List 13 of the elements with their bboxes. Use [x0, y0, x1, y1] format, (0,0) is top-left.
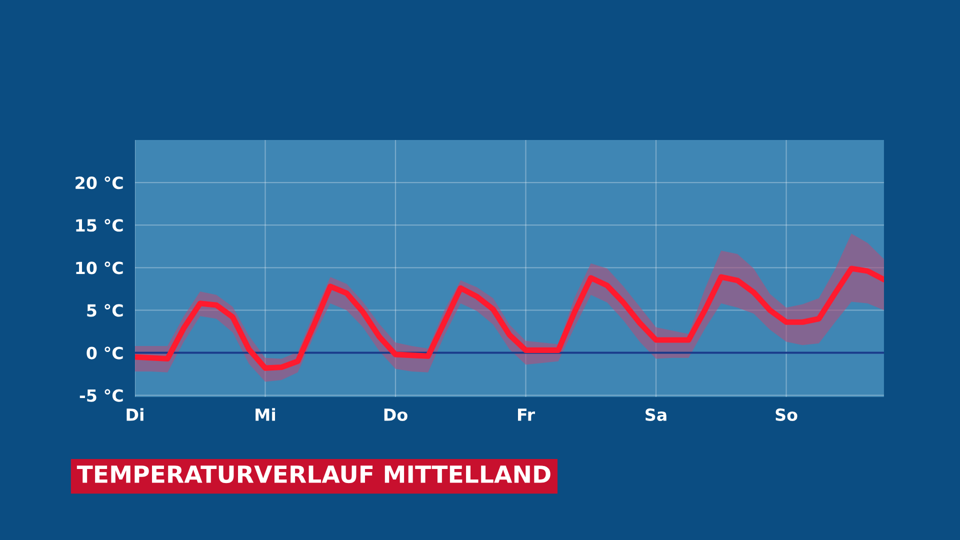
- x-tick-label: Mi: [256, 408, 275, 421]
- y-tick-label: 0 °C: [86, 346, 123, 360]
- x-tick-label: Sa: [646, 408, 666, 422]
- x-tick-label: Do: [384, 408, 408, 422]
- y-tick-label: 5 °C: [87, 304, 123, 317]
- y-tick-label: 10 °C: [76, 262, 123, 274]
- y-tick-label: 20 °C: [76, 176, 123, 190]
- x-tick-label: Fr: [518, 408, 535, 421]
- x-tick-label: So: [776, 408, 798, 422]
- text: TEMPERATURVERLAUF MITTELLAND: [76, 466, 550, 484]
- y-tick-label: -5 °C: [80, 389, 123, 402]
- y-tick-label: 15 °C: [76, 218, 123, 232]
- x-tick-label: Di: [126, 408, 144, 421]
